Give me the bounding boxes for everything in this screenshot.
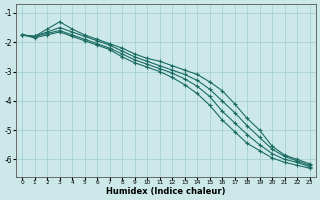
X-axis label: Humidex (Indice chaleur): Humidex (Indice chaleur) bbox=[106, 187, 226, 196]
